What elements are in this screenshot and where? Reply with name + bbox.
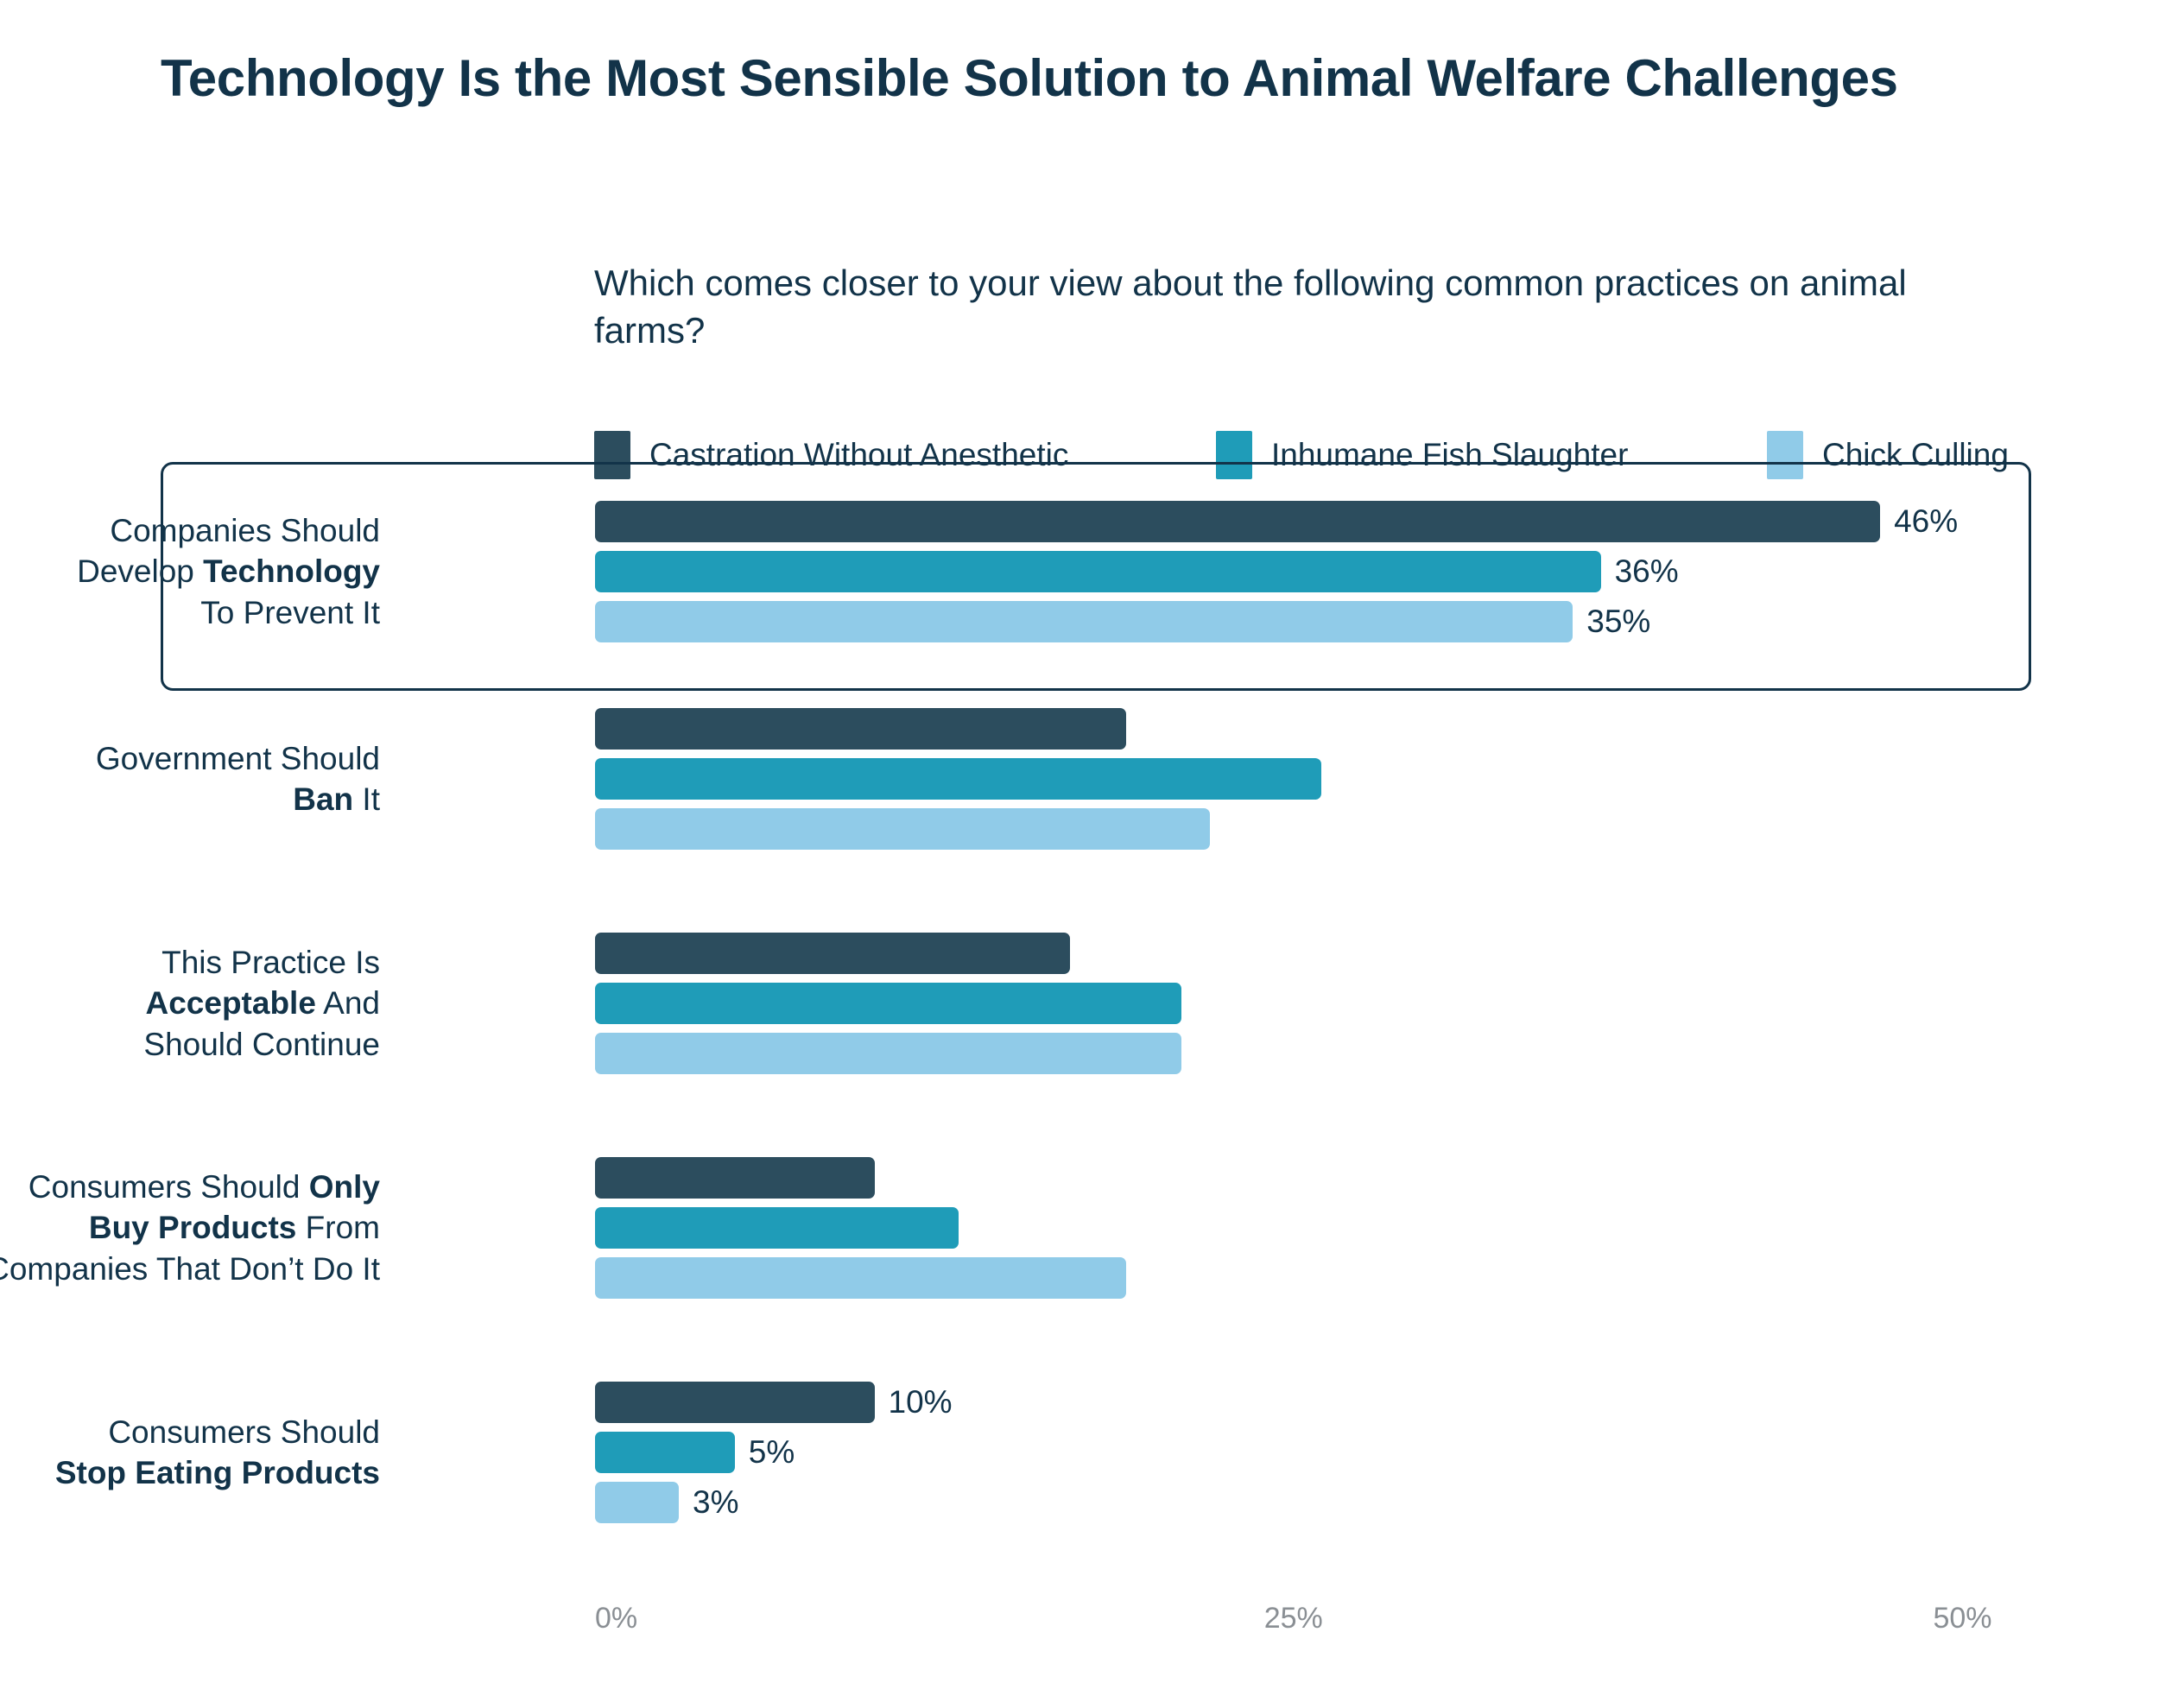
bar[interactable] (595, 1257, 1126, 1299)
bar-row: 35% (595, 601, 1958, 642)
bar[interactable] (595, 551, 1601, 592)
x-axis-tick: 25% (1263, 1602, 1323, 1635)
bar-row (595, 983, 1182, 1024)
bar-row: 46% (595, 501, 1958, 542)
bar-row (595, 1207, 1126, 1249)
bar-value-label: 35% (1586, 604, 1651, 639)
chart-subtitle: Which comes closer to your view about th… (594, 263, 1907, 351)
bar[interactable] (595, 758, 1322, 800)
legend-item-label: Chick Culling (1822, 437, 2009, 472)
bar-row: 10% (595, 1382, 953, 1423)
legend-swatch-icon (1216, 431, 1252, 479)
legend-swatch-icon (594, 431, 630, 479)
bar-stack: 10% 5% 3% (595, 1382, 953, 1523)
bar-row: 3% (595, 1482, 953, 1523)
bar[interactable] (595, 1033, 1182, 1074)
bar[interactable] (595, 1382, 875, 1423)
bar-row (595, 1257, 1126, 1299)
bar[interactable] (595, 1432, 735, 1473)
bar-stack (595, 1157, 1126, 1299)
bar-value-label: 46% (1894, 503, 1959, 539)
legend-item-chick-culling[interactable]: Chick Culling (1767, 428, 2009, 482)
bar-row (595, 933, 1181, 974)
bar-row: 36% (595, 551, 1958, 592)
bar-row (595, 808, 1321, 850)
page-title: Technology Is the Most Sensible Solution… (161, 49, 1898, 107)
bar-value-label: 36% (1614, 554, 1679, 589)
x-axis: 0% 25% 50% (0, 1602, 2159, 1654)
bar[interactable] (595, 933, 1070, 974)
x-axis-tick: 50% (1933, 1602, 1992, 1635)
bar[interactable] (595, 983, 1182, 1024)
bar[interactable] (595, 1482, 680, 1523)
bar-row (595, 1033, 1182, 1074)
legend-swatch-icon (1767, 431, 1803, 479)
bar-value-label: 5% (748, 1434, 795, 1470)
bar[interactable] (595, 808, 1210, 850)
bar-row: 5% (595, 1432, 953, 1473)
highlighted-group-outline (161, 462, 2031, 691)
x-axis-tick: 0% (595, 1602, 638, 1635)
bar-value-label: 3% (693, 1484, 739, 1520)
chart-plot-area: Companies Should Develop Technology To Pre… (0, 462, 2159, 1623)
bar-stack (595, 933, 1182, 1074)
bar[interactable] (595, 1157, 875, 1199)
bar-row (595, 758, 1322, 800)
bar[interactable] (595, 501, 1881, 542)
bar-stack: 46% 36% 35% (595, 501, 1958, 642)
bar[interactable] (595, 1207, 959, 1249)
chart-legend: Castration Without Anesthetic Inhumane F… (594, 428, 2036, 482)
bar-stack (595, 708, 1322, 850)
bar-row (595, 708, 1321, 750)
category-label: This Practice Is Acceptable And Should Con… (143, 944, 380, 1062)
legend-item-castration-without-anesthetic[interactable]: Castration Without Anesthetic (594, 428, 1068, 482)
bar-row (595, 1157, 1126, 1199)
legend-item-inhumane-fish-slaughter[interactable]: Inhumane Fish Slaughter (1216, 428, 1628, 482)
bar[interactable] (595, 708, 1126, 750)
legend-item-label: Inhumane Fish Slaughter (1271, 437, 1629, 472)
bar[interactable] (595, 601, 1573, 642)
category-label: Consumers Should Only Buy Products From Co… (0, 1168, 380, 1287)
legend-item-label: Castration Without Anesthetic (649, 437, 1069, 472)
category-label: Companies Should Develop Technology To Pre… (77, 512, 380, 630)
category-label: Government Should Ban It (95, 740, 380, 817)
category-label: Consumers Should Stop Eating Products (54, 1414, 380, 1490)
bar-value-label: 10% (888, 1384, 953, 1420)
